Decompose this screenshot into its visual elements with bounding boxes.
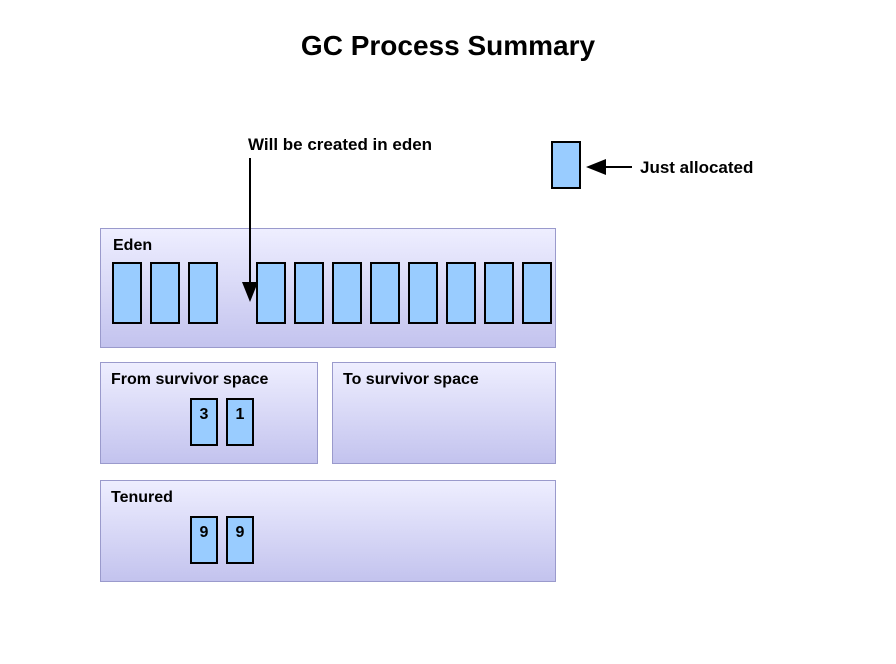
eden-object	[188, 262, 218, 324]
eden-object	[294, 262, 324, 324]
allocated-object	[551, 141, 581, 189]
label-will-be-created: Will be created in eden	[248, 135, 432, 155]
eden-object	[150, 262, 180, 324]
region-from-label: From survivor space	[111, 371, 268, 389]
eden-object	[112, 262, 142, 324]
eden-object	[522, 262, 552, 324]
region-eden-label: Eden	[113, 237, 152, 255]
from-object: 1	[226, 398, 254, 446]
eden-object	[484, 262, 514, 324]
region-to-label: To survivor space	[343, 371, 479, 389]
region-tenured-label: Tenured	[111, 489, 173, 507]
label-just-allocated: Just allocated	[640, 158, 753, 178]
tenured-object: 9	[190, 516, 218, 564]
tenured-object: 9	[226, 516, 254, 564]
eden-object	[408, 262, 438, 324]
region-to-survivor: To survivor space	[332, 362, 556, 464]
eden-object	[370, 262, 400, 324]
eden-object	[256, 262, 286, 324]
eden-object	[332, 262, 362, 324]
diagram-title: GC Process Summary	[0, 30, 896, 62]
eden-object	[446, 262, 476, 324]
from-object: 3	[190, 398, 218, 446]
region-tenured: Tenured	[100, 480, 556, 582]
